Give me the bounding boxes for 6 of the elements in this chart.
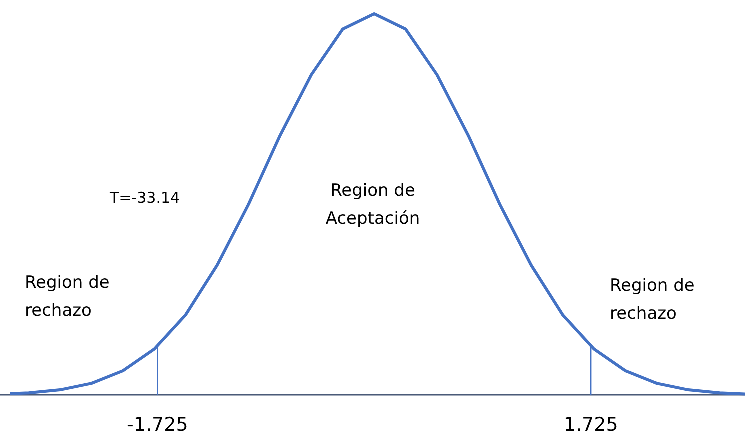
- annotation: Region de rechazo: [610, 276, 695, 324]
- annotation: Region de rechazo: [25, 273, 110, 321]
- annotation: Region de Aceptación: [326, 181, 420, 229]
- x-tick-label: 1.725: [564, 414, 618, 436]
- x-tick-label: -1.725: [127, 414, 188, 436]
- annotation: T=-33.14: [109, 189, 180, 207]
